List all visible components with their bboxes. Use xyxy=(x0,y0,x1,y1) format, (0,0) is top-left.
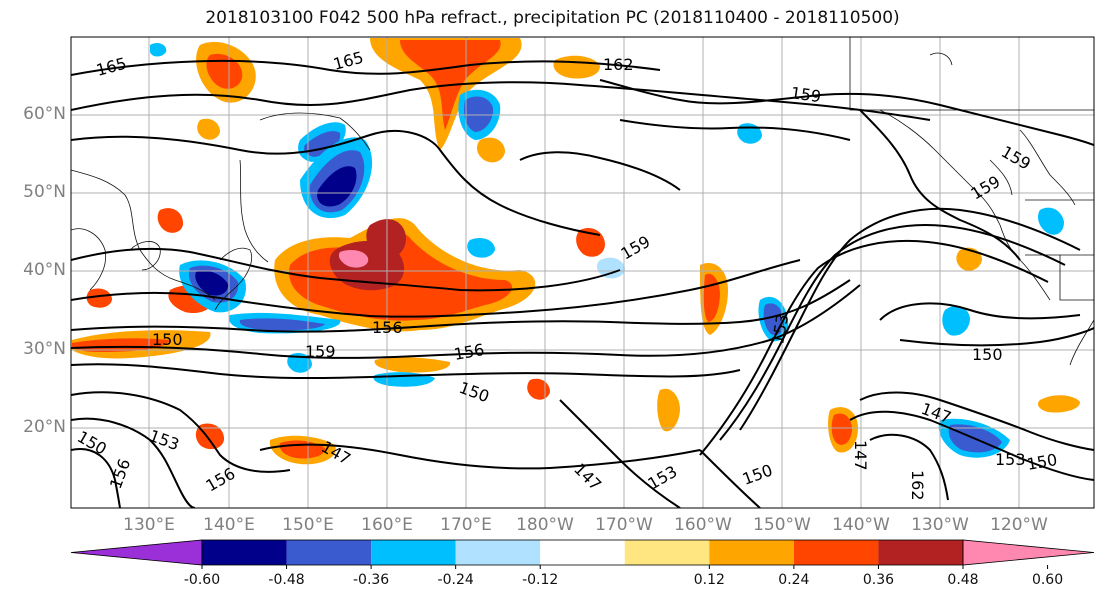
colorbar-cell xyxy=(455,540,541,565)
colorbar-frame xyxy=(201,539,964,566)
contour-label: 150 xyxy=(152,330,183,349)
colorbar-tick-label: -0.60 xyxy=(183,572,221,588)
colorbar-cell xyxy=(286,540,372,565)
precip-patch xyxy=(195,423,225,450)
precip-patch xyxy=(657,388,680,432)
graticule xyxy=(71,37,1094,508)
lat-label: 40°N xyxy=(23,260,66,280)
colorbar-tick-label: 0.12 xyxy=(693,572,725,588)
lon-label: 120°W xyxy=(990,515,1048,535)
lat-label: 60°N xyxy=(23,104,66,124)
precip-patch xyxy=(206,53,243,89)
colorbar-cell xyxy=(793,540,879,565)
precip-patch xyxy=(72,338,170,352)
colorbar-cell xyxy=(70,539,203,566)
precip-patch xyxy=(150,42,167,57)
precip-patch xyxy=(197,118,220,140)
lon-label: 170°W xyxy=(595,515,653,535)
lon-label: 160°E xyxy=(361,515,413,535)
map-panel: 165 165 162 159 159 159 159 156 150 159 … xyxy=(70,36,1095,509)
contour-label: 162 xyxy=(908,470,927,501)
lon-label: 150°E xyxy=(282,515,334,535)
colorbar-cell xyxy=(962,539,1095,566)
colorbar-tick-label: -0.24 xyxy=(437,572,474,588)
precip-patch xyxy=(374,357,451,373)
precip-patch xyxy=(956,247,982,271)
colorbar-tick-label: -0.36 xyxy=(352,572,390,588)
colorbar-cell xyxy=(709,540,794,565)
precip-patch xyxy=(317,166,357,207)
lat-label: 20°N xyxy=(23,417,66,437)
lon-label: 180°W xyxy=(516,515,574,535)
precip-patch xyxy=(464,96,494,132)
colorbar-cell xyxy=(878,540,963,565)
contour-label: 150 xyxy=(972,345,1003,364)
map-frame xyxy=(70,36,1095,509)
colorbar-cell xyxy=(202,540,287,565)
map-title: 2018103100 F042 500 hPa refract., precip… xyxy=(205,8,900,28)
lon-label: 140°E xyxy=(203,515,255,535)
colorbar-tick-label: -0.12 xyxy=(522,572,559,588)
precip-patch xyxy=(476,137,505,163)
colorbar-tick-label: -0.48 xyxy=(268,572,305,588)
contour-label: 156 xyxy=(372,318,403,337)
colorbar-tick-label: 0.24 xyxy=(778,572,810,588)
lon-label: 170°E xyxy=(440,515,492,535)
colorbar-tick-label: 0.60 xyxy=(1031,572,1064,588)
colorbar-tick-label: 0.36 xyxy=(862,572,895,588)
precip-patch xyxy=(366,219,406,259)
contour-label: 147 xyxy=(851,440,870,471)
colorbar xyxy=(70,539,1095,569)
colorbar-tick-label: 0.48 xyxy=(947,572,979,588)
precip-shading xyxy=(72,38,1080,465)
precip-patch xyxy=(157,208,184,233)
contour-label: 159 xyxy=(305,342,336,361)
lon-label: 130°E xyxy=(123,515,175,535)
precip-patch xyxy=(338,250,369,268)
lat-label: 50°N xyxy=(23,182,66,202)
lon-label: 150°W xyxy=(753,515,811,535)
colorbar-cell xyxy=(371,540,456,565)
contour-label: 159 xyxy=(789,83,822,106)
precip-patch xyxy=(1038,207,1064,235)
lon-label: 130°W xyxy=(911,515,969,535)
contour-label: 153 xyxy=(995,450,1026,469)
colorbar-cell xyxy=(624,540,710,565)
lat-label: 30°N xyxy=(23,339,66,359)
precip-patch xyxy=(831,413,852,445)
precip-patch xyxy=(195,270,229,296)
precip-patch xyxy=(239,318,325,331)
precip-patch xyxy=(1037,395,1080,413)
contour-label: 162 xyxy=(603,55,634,74)
lon-label: 140°W xyxy=(832,515,890,535)
colorbar-cell xyxy=(540,540,625,565)
precip-patch xyxy=(596,257,625,279)
contours xyxy=(71,59,1094,508)
precip-patch xyxy=(467,238,495,258)
precip-patch xyxy=(527,378,550,400)
lon-label: 160°W xyxy=(674,515,732,535)
precip-patch xyxy=(942,305,970,336)
precip-patch xyxy=(86,288,112,308)
